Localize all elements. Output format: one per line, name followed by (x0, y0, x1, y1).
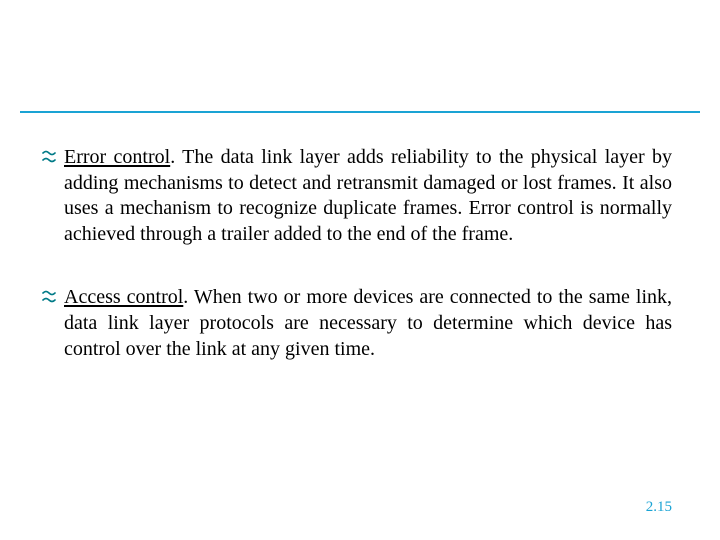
term: Error control (64, 146, 170, 168)
list-item: Error control. The data link layer adds … (48, 145, 672, 247)
list-item-text: Access control. When two or more devices… (64, 285, 672, 362)
bullet-icon (42, 150, 64, 164)
bullet-icon (42, 290, 64, 304)
slide-number: 2.15 (646, 499, 672, 516)
slide: Error control. The data link layer adds … (0, 0, 720, 540)
list-item: Access control. When two or more devices… (48, 285, 672, 362)
term: Access control (64, 286, 183, 308)
list-item-text: Error control. The data link layer adds … (64, 145, 672, 247)
content-area: Error control. The data link layer adds … (48, 145, 672, 400)
header-divider (20, 100, 700, 102)
